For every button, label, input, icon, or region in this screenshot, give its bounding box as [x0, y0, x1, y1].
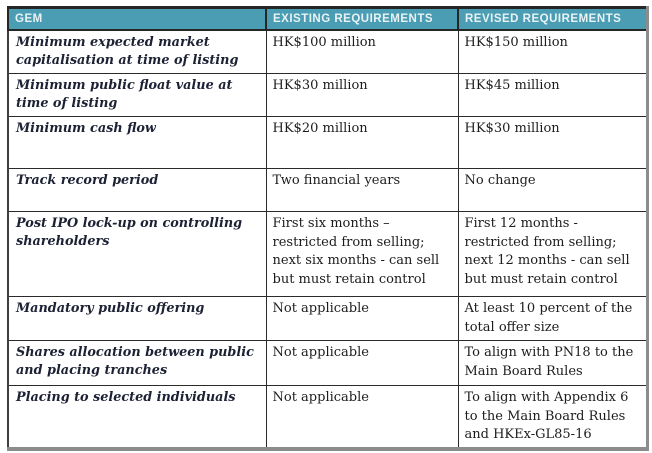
table-row: Shares allocation between public and pla…	[7, 339, 648, 386]
existing-cell: Not applicable	[265, 339, 459, 386]
revised-cell: At least 10 percent of the total offer s…	[457, 295, 648, 341]
row-label-market-capitalisation: Minimum expected market capitalisation a…	[7, 29, 267, 74]
row-label-mandatory-public-offering: Mandatory public offering	[7, 295, 267, 341]
existing-cell: HK$20 million	[265, 115, 459, 169]
existing-cell: HK$100 million	[265, 29, 459, 74]
revised-cell: To align with PN18 to the Main Board Rul…	[457, 339, 648, 386]
existing-cell: Two financial years	[265, 167, 459, 212]
column-header-gem: GEM	[7, 6, 267, 31]
table-row: Post IPO lock-up on controlling sharehol…	[7, 210, 648, 297]
table-row: Track record period Two financial years …	[7, 167, 648, 212]
existing-cell: Not applicable	[265, 384, 459, 450]
table-row: Minimum cash flow HK$20 million HK$30 mi…	[7, 115, 648, 169]
row-label-track-record: Track record period	[7, 167, 267, 212]
gem-requirements-table: GEM EXISTING REQUIREMENTS REVISED REQUIR…	[7, 6, 649, 452]
row-label-public-float: Minimum public float value at time of li…	[7, 72, 267, 117]
revised-cell: HK$30 million	[457, 115, 648, 169]
revised-cell: First 12 months - restricted from sellin…	[457, 210, 648, 297]
existing-cell: HK$30 million	[265, 72, 459, 117]
revised-cell: HK$150 million	[457, 29, 648, 74]
table-row: Minimum expected market capitalisation a…	[7, 29, 648, 74]
table-row: Minimum public float value at time of li…	[7, 72, 648, 117]
table-row: Mandatory public offering Not applicable…	[7, 295, 648, 341]
existing-cell: Not applicable	[265, 295, 459, 341]
row-label-post-ipo-lockup: Post IPO lock-up on controlling sharehol…	[7, 210, 267, 297]
row-label-cash-flow: Minimum cash flow	[7, 115, 267, 169]
column-header-existing-requirements: EXISTING REQUIREMENTS	[265, 6, 459, 31]
revised-cell: No change	[457, 167, 648, 212]
revised-cell: HK$45 million	[457, 72, 648, 117]
row-label-shares-allocation: Shares allocation between public and pla…	[7, 339, 267, 386]
existing-cell: First six months – restricted from selli…	[265, 210, 459, 297]
row-label-placing-selected-individuals: Placing to selected individuals	[7, 384, 267, 450]
header-row: GEM EXISTING REQUIREMENTS REVISED REQUIR…	[7, 6, 648, 31]
column-header-revised-requirements: REVISED REQUIREMENTS	[457, 6, 648, 31]
revised-cell: To align with Appendix 6 to the Main Boa…	[457, 384, 648, 450]
table-row: Placing to selected individuals Not appl…	[7, 384, 648, 450]
